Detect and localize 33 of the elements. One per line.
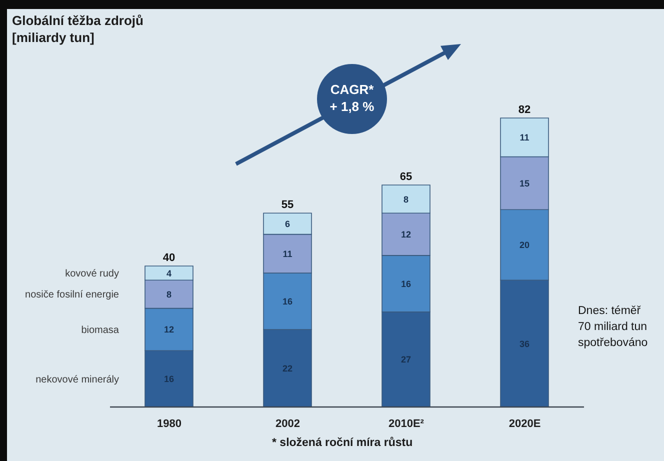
data-label: 36 bbox=[519, 338, 530, 349]
data-label: 16 bbox=[282, 296, 293, 306]
text: nekovové minerály bbox=[36, 374, 119, 386]
text: * složená roční míra růstu bbox=[272, 437, 414, 449]
data-label: 22 bbox=[282, 363, 293, 374]
text: biomasa bbox=[81, 324, 120, 336]
data-label: 8 bbox=[166, 289, 172, 300]
text: nosiče fosilní energie bbox=[25, 290, 120, 301]
data-label: 4 bbox=[166, 268, 172, 278]
x-tick-label: 2002 bbox=[276, 418, 300, 430]
x-tick-label: 2010E² bbox=[388, 418, 424, 430]
x-tick-label: 2020E bbox=[508, 418, 541, 430]
data-label: 12 bbox=[400, 230, 412, 240]
data-label: 11 bbox=[520, 132, 530, 143]
data-label: 12 bbox=[164, 324, 174, 335]
total-label: 55 bbox=[281, 199, 294, 212]
data-label: 6 bbox=[284, 218, 290, 229]
data-label: 8 bbox=[403, 194, 409, 204]
total-label: 40 bbox=[162, 252, 176, 264]
x-tick-label: 1980 bbox=[157, 418, 182, 430]
data-label: 20 bbox=[519, 240, 530, 250]
data-label: 11 bbox=[282, 248, 292, 259]
text: CAGR* + 1,8 % bbox=[328, 81, 376, 115]
data-label: 16 bbox=[164, 374, 174, 384]
data-label: 16 bbox=[400, 278, 412, 289]
text: kovové rudy bbox=[65, 268, 119, 280]
chart-subtitle: [miliardy tun] bbox=[12, 29, 96, 46]
total-label: 82 bbox=[518, 104, 531, 116]
data-label: 15 bbox=[519, 178, 530, 188]
data-label: 27 bbox=[400, 354, 412, 365]
annotation: Dnes: téměř 70 miliard tun spotřebováno bbox=[578, 304, 649, 351]
total-label: 65 bbox=[400, 170, 412, 183]
chart-title: Globální těžba zdrojů bbox=[12, 12, 144, 29]
